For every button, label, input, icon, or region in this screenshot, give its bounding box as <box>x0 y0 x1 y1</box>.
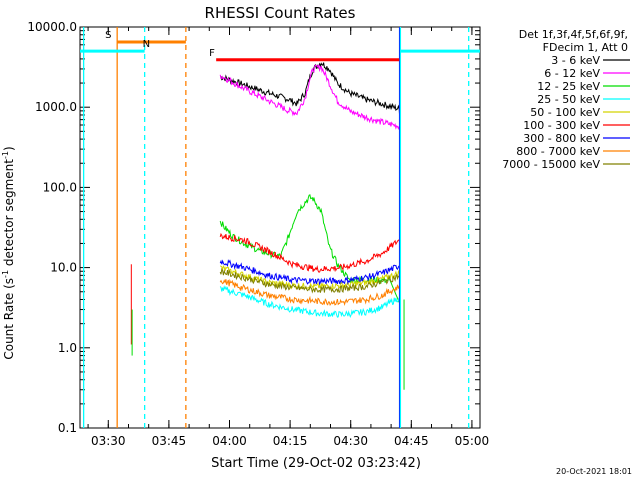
series-line <box>220 62 401 123</box>
legend-label: 100 - 300 keV <box>523 119 600 132</box>
x-tick-label: 03:30 <box>91 434 126 448</box>
y-tick-label: 10.0 <box>50 261 77 275</box>
y-tick-label: 10000.0 <box>27 20 77 34</box>
plot-frame <box>79 26 481 429</box>
legend-label: 6 - 12 keV <box>544 67 600 80</box>
series-line <box>219 267 401 294</box>
time-interval-overlay: S N F <box>80 27 480 428</box>
series-line <box>219 285 401 318</box>
series-layer <box>130 62 405 390</box>
y-axis-label: Count Rate (s-1 detector segment-1) <box>1 146 16 359</box>
x-tick-label: 04:15 <box>273 434 308 448</box>
x-tick-label: 03:45 <box>152 434 187 448</box>
legend-label: 7000 - 15000 keV <box>502 158 600 171</box>
y-tick-label: 100.0 <box>43 180 77 194</box>
series-line <box>219 64 401 136</box>
legend-header: Det 1f,3f,4f,5f,6f,9f, <box>519 28 628 41</box>
legend: Det 1f,3f,4f,5f,6f,9f,FDecim 1, Att 03 -… <box>502 28 630 171</box>
legend-label: 300 - 800 keV <box>523 132 600 145</box>
series-line <box>219 232 401 273</box>
interval-label: N <box>143 39 150 50</box>
interval-label: F <box>209 48 215 59</box>
y-tick-label: 0.1 <box>58 421 77 435</box>
x-tick-label: 04:00 <box>212 434 247 448</box>
series-line <box>219 278 401 307</box>
x-axis-label: Start Time (29-Oct-02 03:23:42) <box>211 456 421 471</box>
legend-label: 12 - 25 keV <box>537 80 600 93</box>
legend-label: 25 - 50 keV <box>537 93 600 106</box>
series-line <box>219 259 401 286</box>
x-tick-label: 04:45 <box>394 434 429 448</box>
footer-timestamp: 20-Oct-2021 18:01 <box>556 467 632 476</box>
legend-label: 3 - 6 keV <box>551 54 600 67</box>
legend-label: 800 - 7000 keV <box>516 145 600 158</box>
legend-label: 50 - 100 keV <box>530 106 600 119</box>
y-tick-label: 1000.0 <box>35 100 77 114</box>
x-tick-label: 04:30 <box>333 434 368 448</box>
interval-label: S <box>105 30 111 41</box>
chart-title: RHESSI Count Rates <box>205 4 356 22</box>
legend-header: FDecim 1, Att 0 <box>543 41 628 54</box>
plot-axes: 03:30 03:45 04:00 04:15 04:30 04:45 05:00 0.1 1.… <box>27 20 489 448</box>
x-tick-label: 05:00 <box>455 434 490 448</box>
y-tick-label: 1.0 <box>58 341 77 355</box>
